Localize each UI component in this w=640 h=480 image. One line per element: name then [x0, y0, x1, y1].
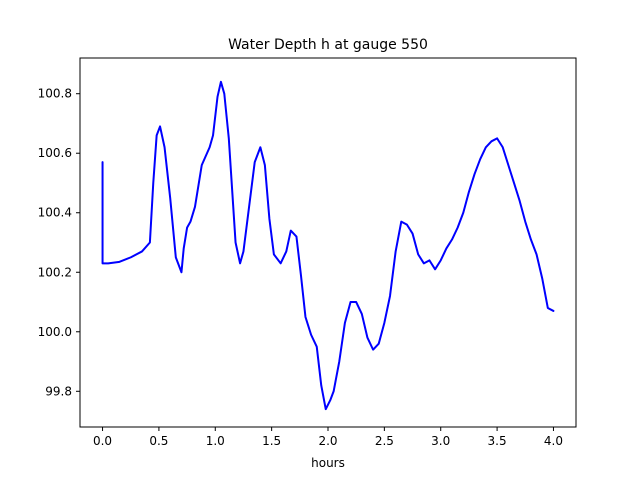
x-tick-label: 2.0 [318, 434, 337, 448]
x-tick-label: 4.0 [544, 434, 563, 448]
y-tick-label: 100.0 [38, 325, 72, 339]
x-tick-label: 3.5 [488, 434, 507, 448]
y-tick-label: 100.6 [38, 146, 72, 160]
x-tick-label: 0.5 [149, 434, 168, 448]
x-tick-label: 3.0 [431, 434, 450, 448]
x-tick-label: 1.5 [262, 434, 281, 448]
plot-area [101, 80, 555, 411]
y-tick-label: 100.8 [38, 87, 72, 101]
y-axis: 99.8 100.0 100.2 100.4 100.6 100.8 [38, 87, 80, 398]
y-tick-label: 99.8 [45, 384, 72, 398]
x-axis-title: hours [311, 456, 345, 470]
x-tick-label: 1.0 [206, 434, 225, 448]
chart-title: Water Depth h at gauge 550 [228, 37, 428, 53]
x-tick-label: 0.0 [93, 434, 112, 448]
y-tick-label: 100.2 [38, 265, 72, 279]
x-axis: 0.0 0.5 1.0 1.5 2.0 2.5 3.0 3.5 4.0 [93, 427, 563, 448]
y-tick-label: 100.4 [38, 206, 72, 220]
x-tick-label: 2.5 [375, 434, 394, 448]
series-line-0 [101, 80, 555, 411]
